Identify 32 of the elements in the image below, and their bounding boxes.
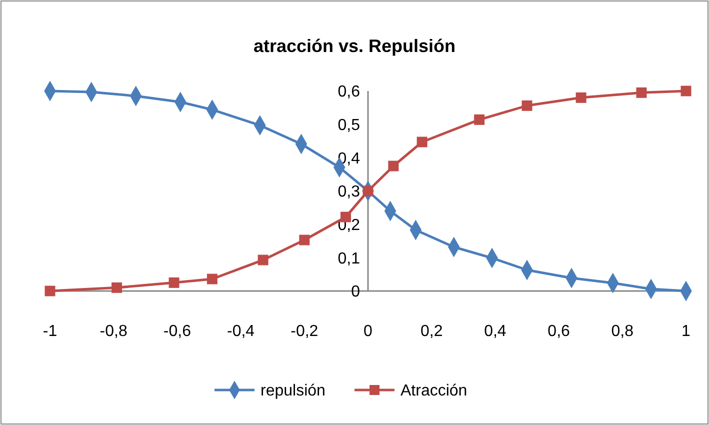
x-tick-label: 0,6: [548, 323, 570, 340]
point: [112, 282, 122, 293]
x-tick-label: 0: [364, 323, 373, 340]
point: [168, 277, 180, 288]
x-tick-label: -0,2: [290, 323, 318, 340]
x-tick-label: 0,2: [420, 323, 443, 340]
x-tick-label: -0,8: [100, 323, 128, 340]
point: [636, 87, 647, 98]
point: [680, 86, 692, 96]
y-tick-label: 0,1: [338, 250, 360, 268]
point: [206, 274, 218, 284]
point: [576, 92, 586, 103]
x-tick-label: 1: [682, 323, 691, 340]
point: [258, 254, 268, 266]
legend-label: repulsión: [260, 382, 326, 400]
x-tick-label: -0,6: [163, 323, 192, 340]
x-tick-label: -1: [42, 323, 58, 340]
y-tick-label: 0,6: [338, 84, 360, 101]
point: [44, 286, 56, 296]
y-tick-label: 0,5: [338, 116, 360, 134]
chart-title: atracción vs. Repulsión: [253, 36, 456, 56]
legend-label: Atracción: [400, 382, 468, 400]
point: [299, 234, 310, 246]
y-tick-label: 0,3: [338, 184, 360, 201]
point: [522, 100, 532, 111]
y-tick-label: 0: [351, 284, 360, 301]
point: [416, 136, 428, 148]
point: [388, 160, 399, 172]
x-tick-label: 0,8: [611, 323, 634, 340]
x-tick-label: -0,4: [227, 323, 255, 340]
point: [474, 114, 485, 125]
x-tick-label: 0,4: [484, 323, 506, 340]
